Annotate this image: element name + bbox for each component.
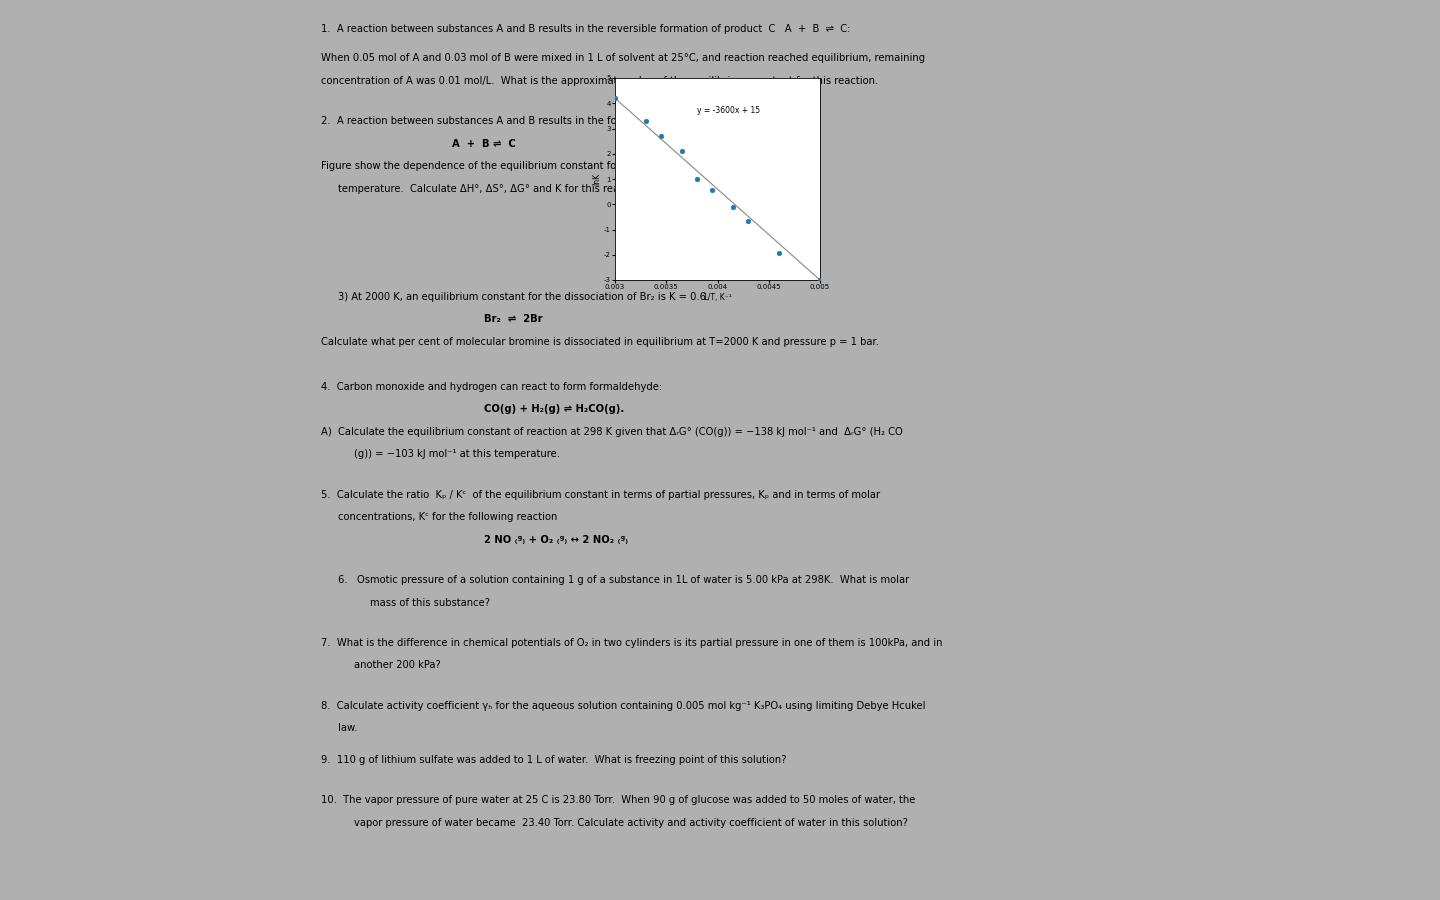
Text: 9.  110 g of lithium sulfate was added to 1 L of water.  What is freezing point : 9. 110 g of lithium sulfate was added to… (321, 755, 786, 765)
Text: concentrations, Kᶜ for the following reaction: concentrations, Kᶜ for the following rea… (337, 512, 557, 522)
Point (603, 91, 626, 105)
Point (670, 144, 693, 158)
Point (808, 273, 831, 287)
Text: mass of this substance?: mass of this substance? (370, 598, 490, 608)
Text: When 0.05 mol of A and 0.03 mol of B were mixed in 1 L of solvent at 25°C, and r: When 0.05 mol of A and 0.03 mol of B wer… (321, 53, 926, 63)
Text: 4.  Carbon monoxide and hydrogen can react to form formaldehyde:: 4. Carbon monoxide and hydrogen can reac… (321, 382, 662, 392)
Point (737, 213, 760, 228)
Text: 5.  Calculate the ratio  Kₚ / Kᶜ  of the equilibrium constant in terms of partia: 5. Calculate the ratio Kₚ / Kᶜ of the eq… (321, 490, 880, 500)
Text: 2.  A reaction between substances A and B results in the formation of product  C: 2. A reaction between substances A and B… (321, 116, 726, 126)
Point (721, 200, 744, 214)
Point (649, 129, 672, 143)
Point (634, 113, 657, 128)
Text: vapor pressure of water became  23.40 Torr. Calculate activity and activity coef: vapor pressure of water became 23.40 Tor… (354, 818, 907, 828)
Text: 10.  The vapor pressure of pure water at 25 C is 23.80 Torr.  When 90 g of gluco: 10. The vapor pressure of pure water at … (321, 796, 916, 806)
Point (701, 184, 724, 198)
Text: A  +  B ⇌  C: A + B ⇌ C (452, 139, 516, 148)
Text: A)  Calculate the equilibrium constant of reaction at 298 K given that ΔᵣG° (CO(: A) Calculate the equilibrium constant of… (321, 427, 903, 436)
Text: CO(g) + H₂(g) ⇌ H₂CO(g).: CO(g) + H₂(g) ⇌ H₂CO(g). (484, 404, 625, 414)
Y-axis label: lnK: lnK (592, 173, 600, 185)
Text: (g)) = −103 kJ mol⁻¹ at this temperature.: (g)) = −103 kJ mol⁻¹ at this temperature… (354, 449, 560, 459)
Text: concentration of A was 0.01 mol/L.  What is the approximate value of the equilib: concentration of A was 0.01 mol/L. What … (321, 76, 878, 86)
Text: law.: law. (337, 724, 357, 733)
Text: 2 NO ₍ᵍ₎ + O₂ ₍ᵍ₎ ↔ 2 NO₂ ₍ᵍ₎: 2 NO ₍ᵍ₎ + O₂ ₍ᵍ₎ ↔ 2 NO₂ ₍ᵍ₎ (484, 535, 628, 544)
Text: Calculate what per cent of molecular bromine is dissociated in equilibrium at T=: Calculate what per cent of molecular bro… (321, 337, 880, 347)
Text: 7.  What is the difference in chemical potentials of O₂ in two cylinders is its : 7. What is the difference in chemical po… (321, 638, 943, 648)
Point (685, 172, 708, 186)
Text: Figure show the dependence of the equilibrium constant for this reaction on: Figure show the dependence of the equili… (321, 161, 701, 171)
Text: 6.   Osmotic pressure of a solution containing 1 g of a substance in 1L of water: 6. Osmotic pressure of a solution contai… (337, 575, 909, 585)
Text: 3) At 2000 K, an equilibrium constant for the dissociation of Br₂ is K = 0.6.: 3) At 2000 K, an equilibrium constant fo… (337, 292, 708, 302)
Text: another 200 kPa?: another 200 kPa? (354, 661, 441, 670)
Text: Br₂  ⇌  2Br: Br₂ ⇌ 2Br (484, 314, 543, 324)
Text: 1.  A reaction between substances A and B results in the reversible formation of: 1. A reaction between substances A and B… (321, 24, 851, 34)
Point (768, 247, 791, 261)
Text: y = -3600x + 15: y = -3600x + 15 (697, 106, 760, 115)
X-axis label: 1/T, K⁻¹: 1/T, K⁻¹ (703, 292, 732, 302)
Text: temperature.  Calculate ΔH°, ΔS°, ΔG° and K for this reaction at 25°C?: temperature. Calculate ΔH°, ΔS°, ΔG° and… (337, 184, 690, 194)
Text: 8.  Calculate activity coefficient γₕ for the aqueous solution containing 0.005 : 8. Calculate activity coefficient γₕ for… (321, 701, 926, 711)
